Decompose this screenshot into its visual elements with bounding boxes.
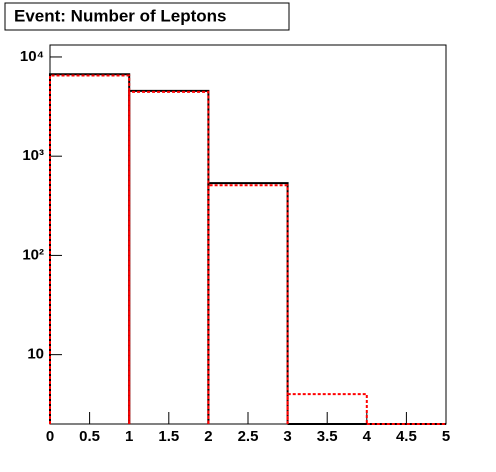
y-tick-label: 10 bbox=[27, 346, 44, 363]
x-tick-label: 3.5 bbox=[317, 428, 338, 445]
x-tick-label: 5 bbox=[442, 428, 450, 445]
histogram-bin bbox=[207, 184, 289, 424]
x-tick-label: 1.5 bbox=[158, 428, 179, 445]
x-tick-label: 2.5 bbox=[238, 428, 259, 445]
plot-frame bbox=[49, 44, 447, 425]
chart-title: Event: Number of Leptons bbox=[14, 6, 227, 25]
x-tick-label: 4 bbox=[363, 428, 372, 445]
histogram-bin bbox=[49, 74, 131, 424]
histogram-bin bbox=[49, 73, 131, 424]
x-tick-label: 0.5 bbox=[79, 428, 100, 445]
y-tick-label: 10⁴ bbox=[20, 48, 44, 65]
y-tick-label: 10² bbox=[22, 246, 44, 263]
x-tick-label: 2 bbox=[204, 428, 212, 445]
x-tick-label: 0 bbox=[46, 428, 54, 445]
x-tick-label: 1 bbox=[125, 428, 133, 445]
x-tick-label: 4.5 bbox=[396, 428, 417, 445]
histogram-bin bbox=[128, 90, 210, 424]
histogram-bin bbox=[207, 182, 289, 424]
histogram-bin bbox=[128, 89, 210, 424]
x-tick-label: 3 bbox=[283, 428, 291, 445]
title-box bbox=[4, 2, 290, 31]
y-tick-label: 10³ bbox=[22, 147, 44, 164]
